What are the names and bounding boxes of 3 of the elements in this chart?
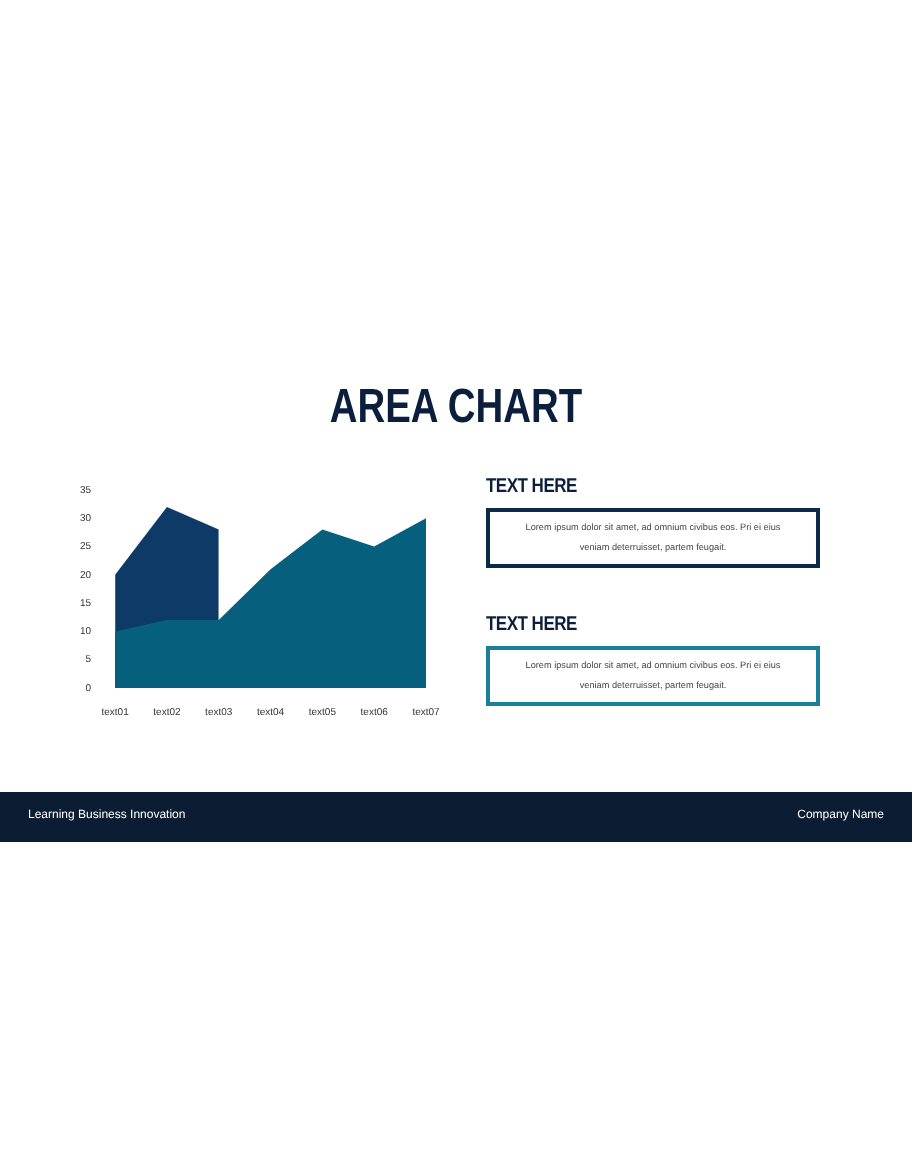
text: TEXT HERE: [486, 476, 579, 498]
chart-title: AREA CHART: [327, 380, 585, 436]
text: TEXT HERE: [486, 614, 579, 636]
